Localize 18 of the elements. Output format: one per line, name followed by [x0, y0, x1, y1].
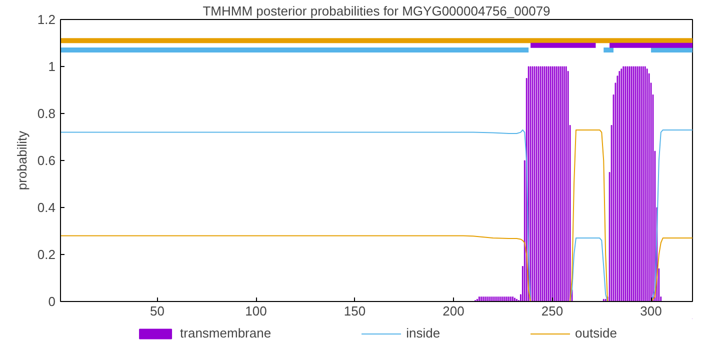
legend-label: transmembrane — [180, 326, 272, 340]
legend-label: inside — [406, 326, 440, 340]
x-tick-label: 200 — [442, 304, 464, 318]
x-tick-label: 50 — [150, 304, 165, 318]
chart-title: TMHMM posterior probabilities for MGYG000004756_00079 — [202, 4, 550, 18]
y-tick-label: 0 — [48, 294, 56, 309]
y-tick-label: 0.8 — [37, 106, 56, 121]
y-tick-label: 0.2 — [37, 247, 56, 262]
y-axis-title: probability — [14, 130, 30, 190]
y-tick-label: 0.6 — [37, 153, 56, 168]
y-tick-label: 1 — [48, 59, 56, 74]
x-tick-label: 250 — [541, 304, 564, 318]
x-tick-label: 300 — [640, 304, 662, 318]
y-tick-label: 0.4 — [37, 200, 56, 215]
x-tick-label: 150 — [344, 304, 366, 318]
legend-label: outside — [575, 326, 617, 340]
y-tick-label: 1.2 — [37, 12, 56, 27]
x-tick-label: 100 — [245, 304, 267, 318]
